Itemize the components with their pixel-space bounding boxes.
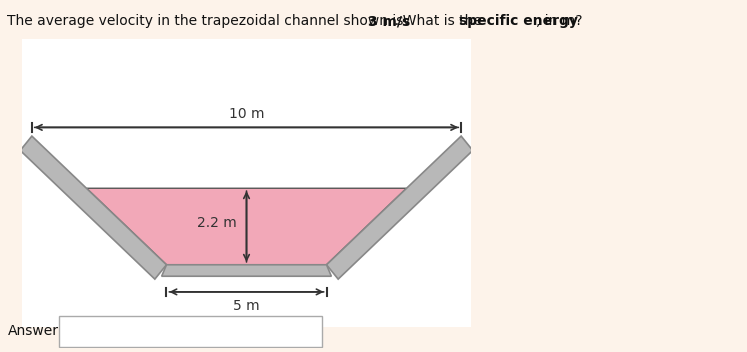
Text: 10 m: 10 m [229,107,264,121]
Text: 3 m/s: 3 m/s [368,14,411,28]
Polygon shape [161,265,332,276]
Polygon shape [326,136,473,279]
Polygon shape [87,188,406,265]
Text: 5 m: 5 m [233,299,260,313]
Text: . What is the: . What is the [394,14,486,28]
Polygon shape [20,136,167,279]
FancyBboxPatch shape [59,316,322,347]
Text: 2.2 m: 2.2 m [197,216,237,230]
FancyBboxPatch shape [22,39,471,327]
Text: , in m?: , in m? [536,14,582,28]
Text: specific energy: specific energy [459,14,577,28]
Text: Answer:: Answer: [7,324,63,338]
Text: The average velocity in the trapezoidal channel shown is: The average velocity in the trapezoidal … [7,14,408,28]
